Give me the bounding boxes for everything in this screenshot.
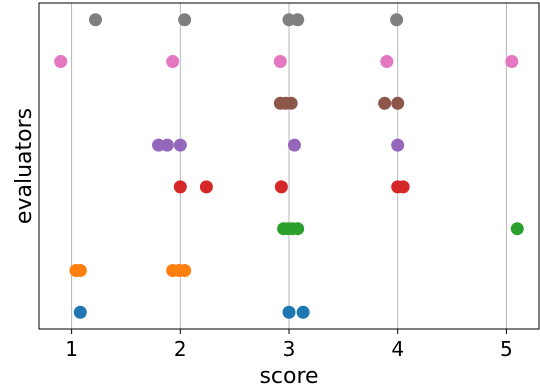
- point-evaluator-4-1: [160, 138, 174, 152]
- x-tick-label-2: 2: [174, 337, 187, 361]
- x-axis-label: score: [259, 364, 318, 387]
- point-evaluator-6-1: [166, 55, 180, 69]
- point-evaluator-6-4: [505, 55, 519, 69]
- data-points: [54, 13, 524, 319]
- point-evaluator-4-3: [287, 138, 301, 152]
- point-evaluator-4-2: [173, 138, 187, 152]
- point-evaluator-0-0: [73, 305, 87, 319]
- x-tick-label-3: 3: [283, 337, 296, 361]
- point-evaluator-4-4: [391, 138, 405, 152]
- point-evaluator-6-3: [380, 55, 394, 69]
- point-evaluator-1-4: [178, 263, 192, 277]
- point-evaluator-0-2: [296, 305, 310, 319]
- point-evaluator-5-3: [378, 96, 392, 110]
- point-evaluator-3-1: [199, 180, 213, 194]
- point-evaluator-7-0: [89, 13, 103, 27]
- y-axis-label: evaluators: [12, 108, 37, 224]
- x-tick-label-4: 4: [391, 337, 404, 361]
- point-evaluator-5-2: [284, 96, 298, 110]
- x-tick-label-5: 5: [500, 337, 513, 361]
- point-evaluator-5-4: [391, 96, 405, 110]
- point-evaluator-0-1: [282, 305, 296, 319]
- point-evaluator-7-4: [390, 13, 404, 27]
- x-axis-ticks: 1 2 3 4 5: [65, 329, 513, 361]
- point-evaluator-1-1: [73, 263, 87, 277]
- point-evaluator-3-0: [173, 180, 187, 194]
- x-tick-label-1: 1: [65, 337, 78, 361]
- point-evaluator-6-0: [54, 55, 68, 69]
- point-evaluator-3-4: [396, 180, 410, 194]
- point-evaluator-7-3: [291, 13, 305, 27]
- point-evaluator-2-3: [291, 222, 305, 236]
- point-evaluator-6-2: [273, 55, 287, 69]
- point-evaluator-3-2: [274, 180, 288, 194]
- gridlines: [71, 3, 507, 329]
- point-evaluator-2-4: [510, 222, 524, 236]
- point-evaluator-7-1: [178, 13, 192, 27]
